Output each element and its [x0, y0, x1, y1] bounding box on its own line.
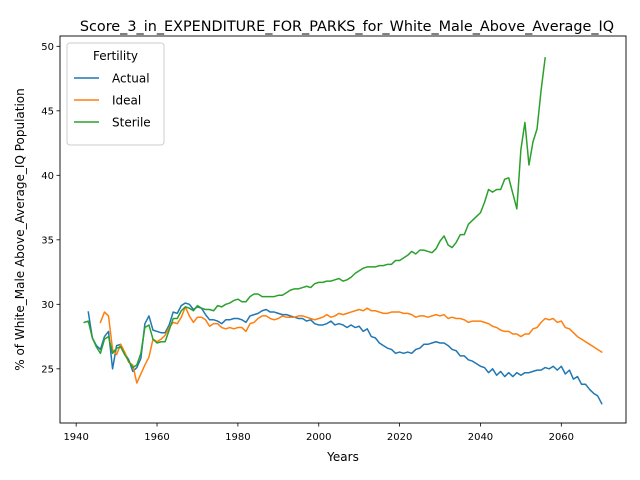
- y-tick-label: 40: [41, 171, 54, 182]
- y-axis-ticks: 25 30 35 40 45 50: [41, 42, 60, 375]
- y-tick-label: 25: [41, 364, 54, 375]
- x-tick-label: 2040: [468, 432, 493, 443]
- chart-title: Score_3_in_EXPENDITURE_FOR_PARKS_for_Whi…: [80, 19, 614, 35]
- series-line-actual: [87, 302, 603, 405]
- y-axis-label: % of White_Male Above_Average_IQ Populat…: [13, 88, 27, 371]
- legend-title: Fertility: [93, 49, 138, 63]
- plot-frame: [59, 35, 627, 424]
- series-line-sterile: [83, 57, 546, 369]
- x-tick-label: 1980: [225, 432, 250, 443]
- y-tick-label: 35: [41, 235, 54, 246]
- x-tick-label: 2020: [387, 432, 412, 443]
- legend-label-ideal: Ideal: [112, 94, 141, 108]
- x-tick-label: 1960: [144, 432, 169, 443]
- x-tick-label: 2000: [306, 432, 331, 443]
- x-axis-label: Years: [326, 450, 359, 464]
- legend-label-sterile: Sterile: [112, 116, 151, 130]
- legend: Fertility Actual Ideal Sterile: [66, 42, 165, 146]
- legend-box: [66, 42, 165, 146]
- y-tick-label: 45: [41, 106, 54, 117]
- series-line-ideal: [99, 306, 603, 384]
- x-axis-ticks: 1940 1960 1980 2000 2020 2040 2060: [63, 423, 574, 443]
- legend-label-actual: Actual: [112, 72, 150, 86]
- x-tick-label: 1940: [63, 432, 88, 443]
- y-tick-label: 30: [41, 300, 54, 311]
- y-tick-label: 50: [41, 42, 54, 53]
- x-tick-label: 2060: [549, 432, 574, 443]
